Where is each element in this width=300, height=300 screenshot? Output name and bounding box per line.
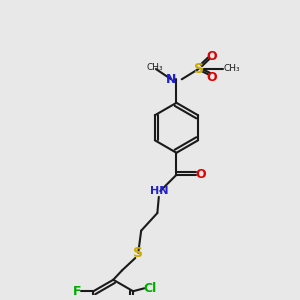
Text: CH₃: CH₃: [146, 63, 163, 72]
Text: O: O: [206, 71, 217, 84]
Text: N: N: [166, 73, 176, 86]
Text: O: O: [195, 168, 206, 181]
Text: S: S: [194, 62, 203, 76]
Text: O: O: [206, 50, 217, 63]
Text: S: S: [133, 246, 143, 260]
Text: HN: HN: [150, 186, 168, 196]
Text: F: F: [73, 285, 82, 298]
Text: Cl: Cl: [143, 282, 157, 295]
Text: CH₃: CH₃: [224, 64, 240, 74]
